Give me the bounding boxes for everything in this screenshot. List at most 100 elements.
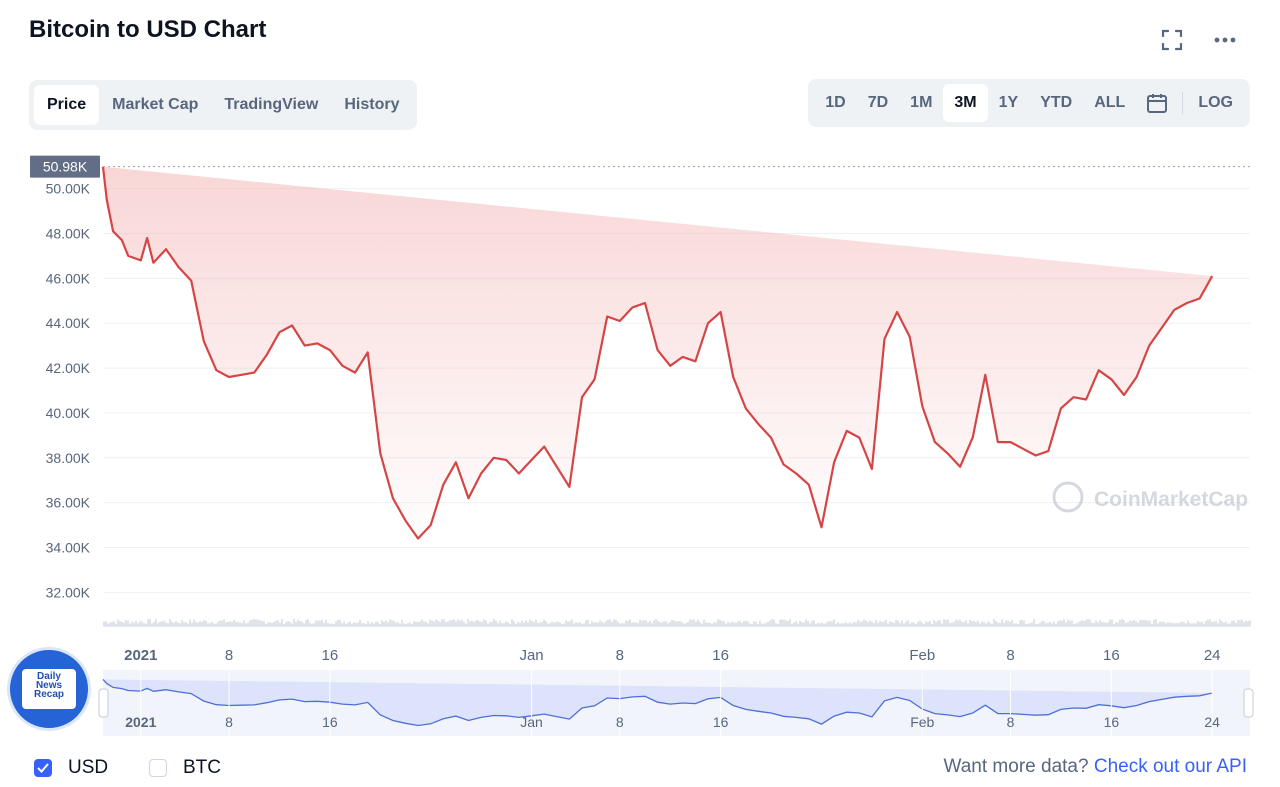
- volume-bar: [267, 622, 269, 626]
- volume-bar: [929, 621, 931, 626]
- expand-icon[interactable]: [1159, 27, 1185, 53]
- volume-bar: [197, 622, 199, 626]
- btc-toggle[interactable]: BTC: [149, 757, 221, 779]
- volume-bar: [1041, 621, 1043, 626]
- volume-bar: [151, 623, 153, 626]
- navigator-left-handle[interactable]: [98, 688, 109, 718]
- more-dots-icon[interactable]: [1212, 27, 1238, 53]
- tab-price[interactable]: Price: [34, 85, 100, 125]
- volume-bar: [877, 622, 879, 626]
- range-navigator[interactable]: 2021 8 16 Jan 8 16 Feb 8 16 24: [98, 670, 1254, 736]
- volume-bar: [139, 621, 141, 626]
- volume-bar: [1183, 622, 1185, 626]
- volume-bar: [1249, 620, 1251, 626]
- volume-bar: [665, 621, 667, 626]
- volume-bar: [835, 623, 837, 626]
- volume-bar: [707, 622, 709, 626]
- volume-bar: [287, 621, 289, 626]
- x-tick-label: Jan: [519, 647, 543, 664]
- x-tick-label: 16: [712, 647, 729, 664]
- range-7d-button[interactable]: 7D: [867, 94, 889, 111]
- volume-bar: [1001, 619, 1003, 626]
- range-1m-button[interactable]: 1M: [910, 94, 933, 111]
- volume-bar: [571, 619, 573, 626]
- volume-bar: [357, 622, 359, 626]
- volume-bar: [1059, 620, 1061, 626]
- btc-checkbox[interactable]: [149, 759, 167, 777]
- volume-bar: [719, 619, 721, 626]
- range-1d-button[interactable]: 1D: [825, 94, 846, 111]
- volume-bar: [1057, 621, 1059, 626]
- volume-bar: [685, 623, 687, 626]
- volume-bar: [865, 620, 867, 626]
- volume-bar: [493, 619, 495, 626]
- range-all-button[interactable]: ALL: [1094, 94, 1126, 111]
- volume-bar: [663, 621, 665, 626]
- volume-bar: [277, 620, 279, 626]
- range-ytd-button[interactable]: YTD: [1040, 94, 1073, 111]
- volume-bar: [829, 621, 831, 626]
- volume-bar: [217, 621, 219, 626]
- volume-bar: [1167, 622, 1169, 626]
- volume-bar: [307, 619, 309, 626]
- volume-bar: [1135, 621, 1137, 626]
- tab-tradingview[interactable]: TradingView: [224, 96, 319, 113]
- volume-bar: [205, 620, 207, 626]
- volume-bar: [1021, 619, 1023, 626]
- volume-bar: [675, 621, 677, 626]
- range-1y-button[interactable]: 1Y: [998, 94, 1019, 111]
- log-scale-button[interactable]: LOG: [1198, 94, 1233, 111]
- volume-bar: [453, 619, 455, 626]
- volume-bar: [771, 619, 773, 626]
- volume-bar: [125, 620, 127, 626]
- api-link[interactable]: Check out our API: [1093, 756, 1247, 777]
- volume-bar: [537, 623, 539, 626]
- volume-bar: [531, 621, 533, 626]
- tab-market-cap[interactable]: Market Cap: [112, 96, 199, 113]
- volume-bar: [893, 622, 895, 626]
- volume-bar: [469, 621, 471, 626]
- volume-bar: [695, 621, 697, 626]
- usd-label: USD: [68, 757, 109, 778]
- volume-bar: [805, 619, 807, 626]
- daily-news-recap-badge: Daily News Recap: [7, 647, 91, 731]
- volume-bar: [399, 623, 401, 626]
- volume-bar: [1087, 619, 1089, 626]
- volume-bar: [921, 622, 923, 626]
- volume-bar: [1131, 621, 1133, 626]
- volume-bar: [589, 623, 591, 626]
- volume-bar: [1063, 619, 1065, 626]
- volume-bar: [785, 620, 787, 626]
- volume-bar: [997, 622, 999, 626]
- volume-bar: [1137, 622, 1139, 626]
- tab-history[interactable]: History: [344, 96, 400, 113]
- volume-bar: [241, 622, 243, 626]
- y-tick-label: 32.00K: [46, 584, 91, 600]
- volume-bar: [633, 622, 635, 626]
- volume-bar: [339, 619, 341, 626]
- navigator-right-handle[interactable]: [1243, 688, 1254, 718]
- calendar-icon[interactable]: [1136, 84, 1178, 122]
- usd-toggle[interactable]: USD: [34, 757, 108, 779]
- volume-bar: [1151, 623, 1153, 626]
- volume-bar: [1187, 620, 1189, 626]
- volume-bar: [725, 623, 727, 626]
- volume-bar: [289, 621, 291, 626]
- price-chart[interactable]: 32.00K 34.00K 36.00K 38.00K 40.00K 42.00K 44.0…: [0, 150, 1280, 750]
- volume-bar: [933, 620, 935, 626]
- volume-bar: [249, 620, 251, 626]
- volume-bar: [901, 620, 903, 626]
- volume-bar: [831, 621, 833, 626]
- volume-bar: [211, 621, 213, 626]
- volume-bar: [765, 622, 767, 626]
- volume-bar: [329, 623, 331, 626]
- volume-bar: [843, 623, 845, 626]
- volume-bar: [473, 622, 475, 626]
- range-3m-button[interactable]: 3M: [943, 84, 988, 122]
- volume-bar: [213, 623, 215, 626]
- volume-bar: [907, 620, 909, 626]
- volume-bar: [639, 619, 641, 626]
- usd-checkbox[interactable]: [34, 759, 52, 777]
- volume-bar: [885, 619, 887, 626]
- volume-bar: [1085, 620, 1087, 626]
